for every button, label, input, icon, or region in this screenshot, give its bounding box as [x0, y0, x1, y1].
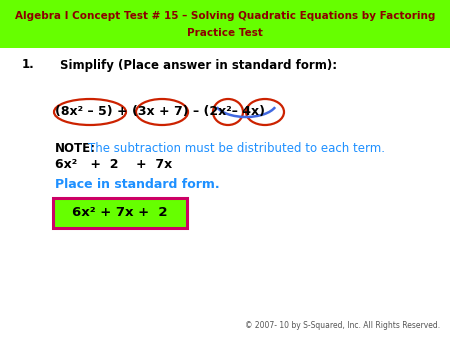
Text: 1.: 1.: [22, 58, 35, 72]
Text: Place in standard form.: Place in standard form.: [55, 178, 220, 192]
Text: Algebra I Concept Test # 15 – Solving Quadratic Equations by Factoring: Algebra I Concept Test # 15 – Solving Qu…: [15, 11, 435, 21]
Text: (8x² – 5) + (3x + 7) – (2x²– 4x): (8x² – 5) + (3x + 7) – (2x²– 4x): [55, 105, 265, 119]
Text: Practice Test: Practice Test: [187, 28, 263, 38]
Text: 6x²   +  2    +  7x: 6x² + 2 + 7x: [55, 159, 172, 171]
Text: 6x² + 7x +  2: 6x² + 7x + 2: [72, 207, 168, 219]
FancyBboxPatch shape: [0, 0, 450, 48]
Text: Simplify (Place answer in standard form):: Simplify (Place answer in standard form)…: [60, 58, 337, 72]
Text: The subtraction must be distributed to each term.: The subtraction must be distributed to e…: [88, 142, 385, 154]
FancyBboxPatch shape: [53, 198, 187, 228]
Text: NOTE:: NOTE:: [55, 142, 96, 154]
Text: © 2007- 10 by S-Squared, Inc. All Rights Reserved.: © 2007- 10 by S-Squared, Inc. All Rights…: [245, 321, 440, 331]
